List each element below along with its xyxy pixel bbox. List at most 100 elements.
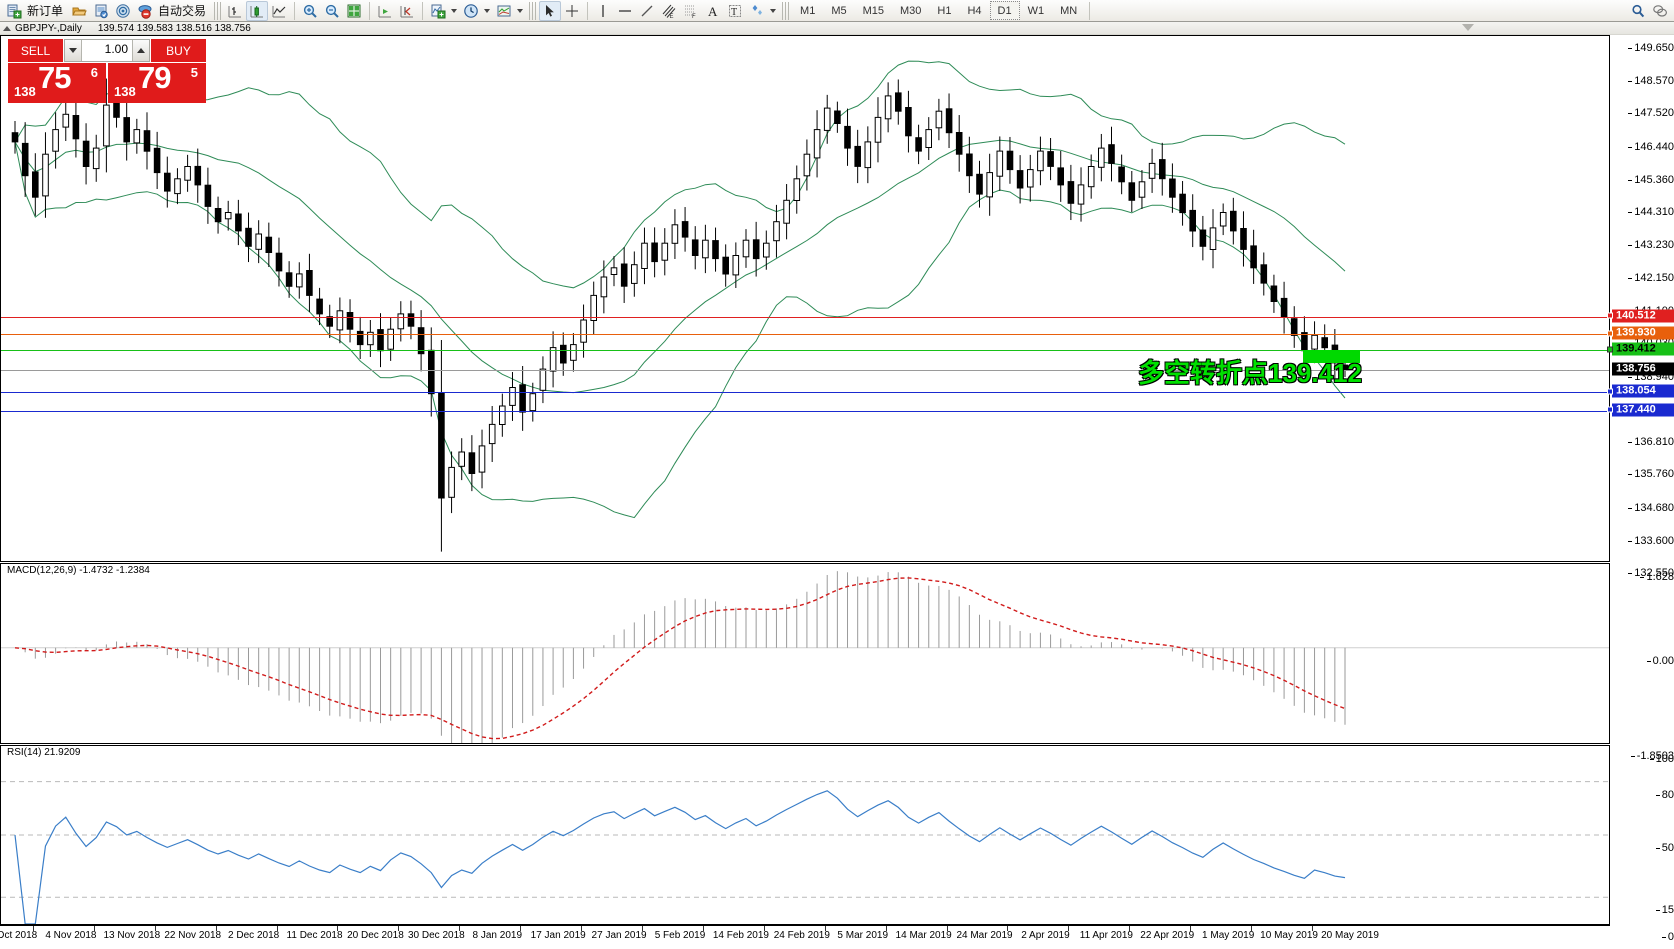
macd-label: MACD(12,26,9) -1.4732 -1.2384 <box>5 565 152 576</box>
search-button[interactable] <box>1627 1 1649 21</box>
candlestick <box>763 230 770 270</box>
timeframe-h4[interactable]: H4 <box>967 4 982 17</box>
sell-quote[interactable]: 138 75 6 <box>8 60 106 103</box>
tile-windows-button[interactable] <box>343 1 365 21</box>
price-tick: 134.680 <box>1628 502 1674 514</box>
timeframe-m15[interactable]: M15 <box>862 4 884 17</box>
chart-shift-icon <box>377 3 393 19</box>
date-tick: 25 Oct 2018 <box>0 930 38 941</box>
shapes-button[interactable] <box>746 1 779 21</box>
bollinger-upper-band <box>14 60 1346 289</box>
rsi-pane[interactable]: RSI(14) 21.9209 <box>0 745 1610 925</box>
pivot-line[interactable] <box>1 350 1609 352</box>
price-pane[interactable] <box>0 35 1610 562</box>
volume-stepper[interactable]: 1.00 <box>64 39 150 62</box>
timeframe-mn[interactable]: MN <box>1060 4 1078 17</box>
current-price-label[interactable]: 138.756 <box>1612 362 1674 376</box>
shapes-dropdown-caret[interactable] <box>770 8 777 13</box>
auto-scroll-button[interactable] <box>396 1 418 21</box>
crosshair-button[interactable] <box>561 1 583 21</box>
candlestick <box>397 301 405 342</box>
templates-dropdown-caret[interactable] <box>517 8 524 13</box>
timeframe-m5[interactable]: M5 <box>831 4 847 17</box>
line-handle[interactable] <box>1607 346 1613 353</box>
macd-chart-svg <box>1 571 1609 743</box>
rsi-tick: 15 <box>1655 904 1674 916</box>
date-separator <box>459 926 461 931</box>
chat-button[interactable] <box>1649 1 1671 21</box>
line-handle[interactable] <box>1607 312 1613 319</box>
fibonacci-button[interactable]: F <box>680 1 702 21</box>
period-dropdown-caret[interactable] <box>484 8 491 13</box>
timeframe-h1[interactable]: H1 <box>937 4 952 17</box>
vertical-line-button[interactable] <box>592 1 614 21</box>
buy-quote[interactable]: 138 79 5 <box>108 60 206 103</box>
line-handle[interactable] <box>1607 330 1613 337</box>
candlestick <box>793 165 801 214</box>
volume-input[interactable]: 1.00 <box>104 42 128 56</box>
indicators-dropdown-caret[interactable] <box>451 8 458 13</box>
line-chart-button[interactable] <box>268 1 290 21</box>
resistance-line-label[interactable]: 140.512 <box>1607 309 1674 323</box>
candlestick <box>600 260 608 314</box>
volume-decrease-button[interactable] <box>65 40 82 61</box>
support-line-1[interactable] <box>1 392 1609 394</box>
buy-button[interactable]: BUY <box>151 39 206 62</box>
candlestick <box>224 200 232 231</box>
date-tick: 24 Feb 2019 <box>773 930 830 941</box>
candlestick <box>407 300 415 340</box>
signals-button[interactable] <box>112 1 134 21</box>
macd-tick: 0.00 <box>1646 655 1674 667</box>
toolbar-grip-2[interactable] <box>529 1 537 20</box>
candlestick <box>681 207 689 252</box>
orange-line[interactable] <box>1 334 1609 336</box>
horizontal-line-button[interactable] <box>614 1 636 21</box>
current-price[interactable] <box>1 370 1609 372</box>
support-line-1-label[interactable]: 138.054 <box>1607 384 1674 398</box>
cursor-button[interactable] <box>539 0 562 21</box>
folder-button[interactable] <box>68 1 90 21</box>
candlestick <box>235 199 242 246</box>
toolbar-separator-3 <box>422 1 424 20</box>
support-line-2[interactable] <box>1 410 1609 412</box>
pivot-line-label[interactable]: 139.412 <box>1607 342 1674 356</box>
trendline-button[interactable] <box>636 1 658 21</box>
macd-pane[interactable]: MACD(12,26,9) -1.4732 -1.2384 <box>0 563 1610 744</box>
line-handle[interactable] <box>1607 388 1613 395</box>
zoom-in-button[interactable] <box>299 1 321 21</box>
text-label-button[interactable]: A <box>702 1 724 21</box>
new-order-button[interactable]: 新订单 <box>3 1 68 21</box>
equidistant-channel-button[interactable]: E <box>658 1 680 21</box>
resistance-line[interactable] <box>1 316 1609 318</box>
candlestick <box>488 406 496 462</box>
profile-button[interactable] <box>90 1 112 21</box>
auto-scroll-icon <box>399 3 415 19</box>
timeframe-d1[interactable]: D1 <box>989 1 1020 20</box>
orange-line-label[interactable]: 139.930 <box>1607 326 1674 340</box>
vertical-line-icon <box>595 3 611 19</box>
minimize-icon[interactable] <box>1462 24 1474 31</box>
line-handle[interactable] <box>1607 406 1613 413</box>
sell-button[interactable]: SELL <box>8 39 63 62</box>
candlestick-chart-button[interactable] <box>246 0 269 21</box>
timeframe-w1[interactable]: W1 <box>1027 4 1045 17</box>
text-button[interactable]: T <box>724 1 746 21</box>
autotrading-button[interactable]: 自动交易 <box>134 1 211 21</box>
zoom-out-button[interactable] <box>321 1 343 21</box>
price-tick: 146.440 <box>1628 141 1674 153</box>
timeframe-m30[interactable]: M30 <box>900 4 922 17</box>
chart-shift-button[interactable] <box>374 1 396 21</box>
toolbar-grip-3[interactable] <box>782 1 790 20</box>
rsi-chart-svg <box>1 781 1609 924</box>
timeframe-m1[interactable]: M1 <box>800 4 816 17</box>
volume-increase-button[interactable] <box>132 40 149 61</box>
templates-button[interactable] <box>493 1 526 21</box>
macd-signal-line <box>14 577 1346 740</box>
period-button[interactable] <box>460 1 493 21</box>
support-line-2-label[interactable]: 137.440 <box>1607 403 1674 417</box>
toolbar-grip-1[interactable] <box>214 1 222 20</box>
bar-chart-button[interactable] <box>224 1 246 21</box>
indicators-button[interactable] <box>427 1 460 21</box>
one-click-trade-panel[interactable]: SELL 1.00 BUY 138 75 6 138 79 5 <box>8 39 206 103</box>
price-axis[interactable]: 149.650 148.570 147.520 146.440 145.360 144.3… <box>1610 35 1674 943</box>
